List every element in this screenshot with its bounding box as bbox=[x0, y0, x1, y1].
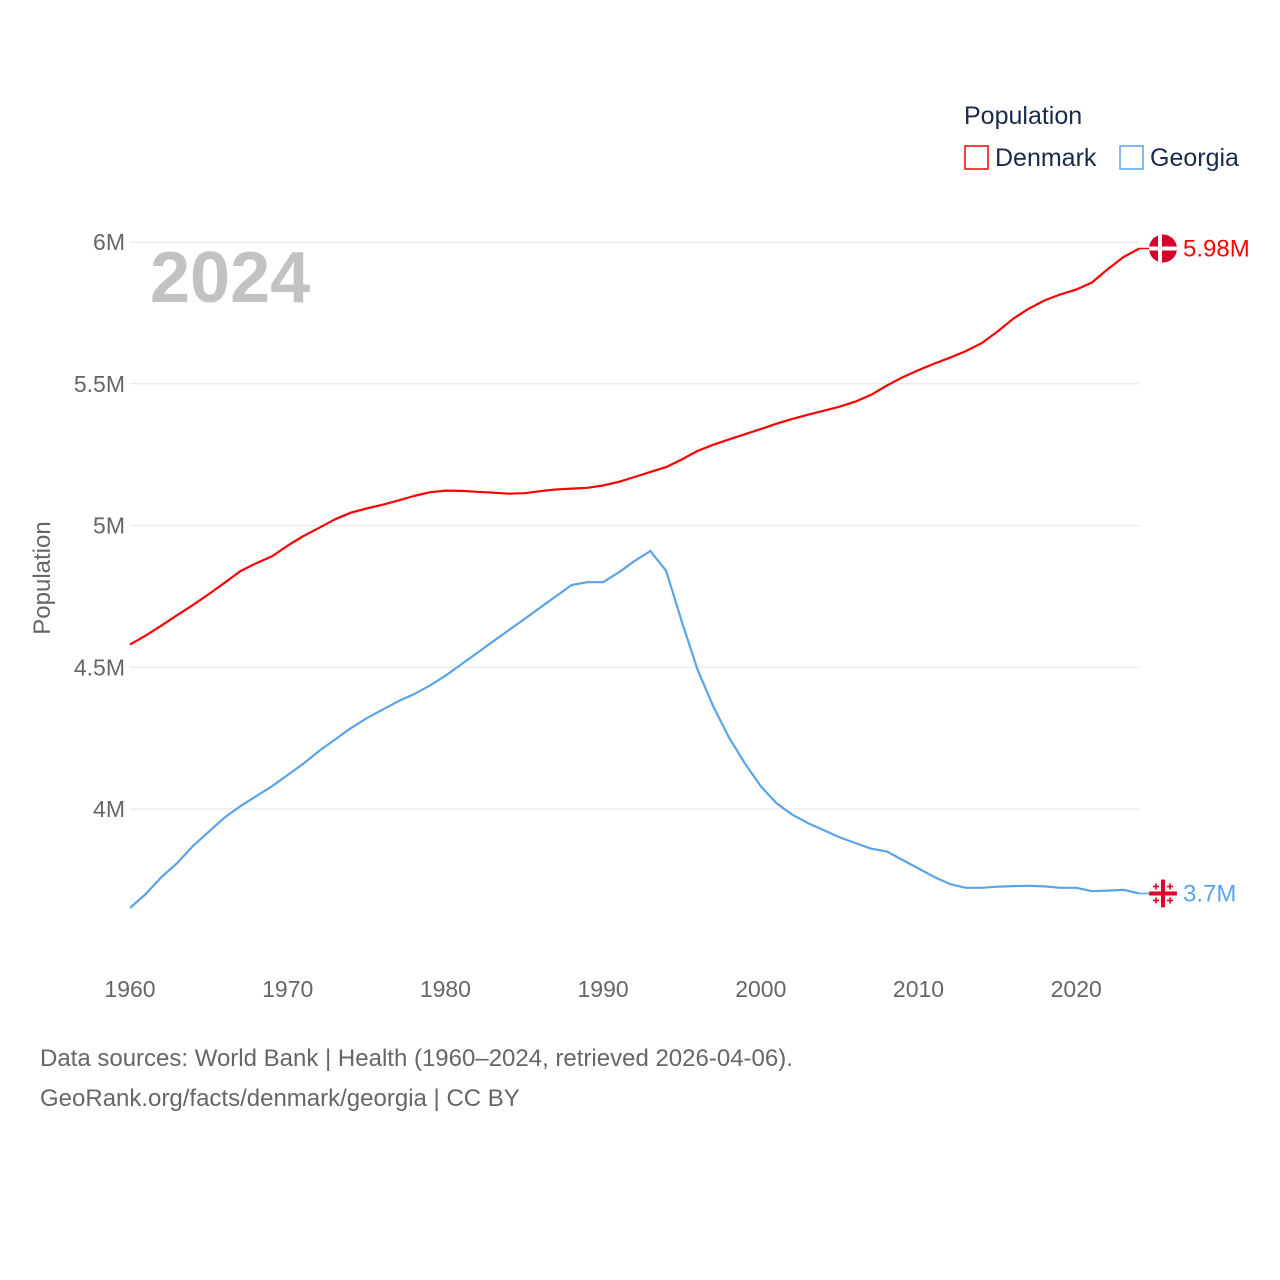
legend: Population Denmark Georgia bbox=[964, 102, 1239, 172]
y-axis-label: Population bbox=[29, 521, 56, 634]
end-markers: 5.98M 3.7M bbox=[1139, 234, 1250, 908]
y-tick-label: 5M bbox=[93, 513, 125, 539]
y-axis-ticks: 6M 5.5M 5M 4.5M 4M bbox=[74, 229, 125, 822]
flag-small-cross bbox=[1155, 883, 1157, 890]
footer-attribution[interactable]: GeoRank.org/facts/denmark/georgia | CC B… bbox=[40, 1085, 520, 1112]
x-tick-label: 2020 bbox=[1051, 976, 1102, 1002]
flag-small-cross bbox=[1169, 897, 1171, 904]
legend-swatch-denmark bbox=[964, 145, 989, 170]
x-tick-label: 1960 bbox=[104, 976, 155, 1002]
footer-sources: Data sources: World Bank | Health (1960–… bbox=[40, 1045, 793, 1072]
series-line-georgia bbox=[129, 549, 1140, 909]
series-line-denmark bbox=[129, 247, 1140, 646]
y-tick-label: 4M bbox=[93, 796, 125, 822]
denmark-flag-icon bbox=[1149, 234, 1177, 263]
gridlines bbox=[130, 241, 1139, 810]
y-tick-label: 6M bbox=[93, 229, 125, 255]
georgia-flag-icon bbox=[1149, 879, 1177, 908]
x-tick-label: 2010 bbox=[893, 976, 944, 1002]
x-tick-label: 1990 bbox=[578, 976, 629, 1002]
legend-label-denmark: Denmark bbox=[995, 144, 1097, 172]
legend-title: Population bbox=[964, 102, 1082, 130]
x-axis-ticks: 1960 1970 1980 1990 2000 2010 2020 bbox=[104, 976, 1101, 1002]
legend-swatch-georgia bbox=[1119, 145, 1144, 170]
legend-item-georgia[interactable]: Georgia bbox=[1119, 144, 1239, 172]
legend-label-georgia: Georgia bbox=[1150, 144, 1239, 172]
year-watermark: 2024 bbox=[150, 238, 310, 318]
y-tick-label: 4.5M bbox=[74, 654, 125, 680]
flag-cross-h bbox=[1149, 891, 1177, 896]
series-lines bbox=[129, 247, 1140, 909]
x-tick-label: 1980 bbox=[420, 976, 471, 1002]
end-value-label-denmark: 5.98M bbox=[1183, 236, 1250, 263]
end-value-label-georgia: 3.7M bbox=[1183, 880, 1236, 907]
legend-item-denmark[interactable]: Denmark bbox=[964, 144, 1097, 172]
flag-cross-h bbox=[1149, 246, 1177, 251]
x-tick-label: 2000 bbox=[735, 976, 786, 1002]
flag-body bbox=[1149, 234, 1177, 263]
x-tick-label: 1970 bbox=[262, 976, 313, 1002]
flag-small-cross bbox=[1169, 883, 1171, 890]
flag-small-cross bbox=[1155, 897, 1157, 904]
flag-body bbox=[1149, 879, 1177, 908]
y-tick-label: 5.5M bbox=[74, 371, 125, 397]
